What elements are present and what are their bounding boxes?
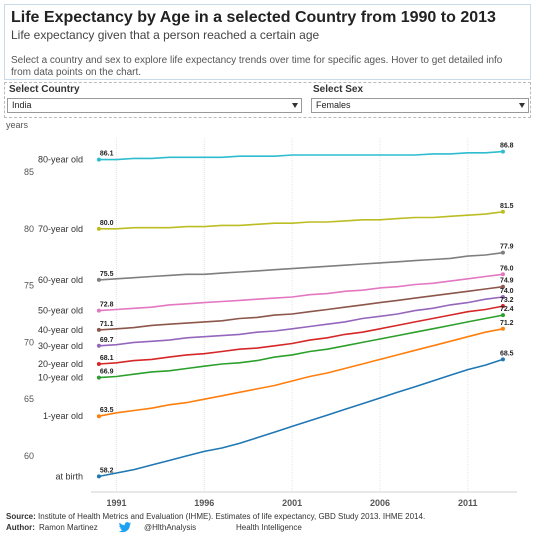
series-end-point	[500, 250, 505, 255]
x-tick-label: 1991	[106, 498, 126, 508]
series-start-point	[96, 361, 101, 366]
series-start-point	[96, 157, 101, 162]
series-name-label: 50-year old	[38, 306, 83, 316]
y-tick-label: 85	[24, 167, 34, 177]
series-end-point	[500, 209, 505, 214]
end-value-label: 81.5	[500, 203, 514, 210]
source-label: Source:	[6, 512, 36, 521]
sex-filter-label: Select Sex	[313, 84, 364, 95]
series-line	[98, 305, 504, 365]
source-text: Institute of Health Metrics and Evaluati…	[38, 512, 426, 521]
start-value-label: 63.5	[100, 407, 114, 414]
end-value-label: 72.4	[500, 306, 514, 313]
footer: Source: Institute of Health Metrics and …	[6, 511, 526, 533]
country-select[interactable]: India	[7, 98, 302, 113]
end-value-label: 77.9	[500, 244, 514, 251]
series-line	[98, 296, 503, 347]
source-line: Source: Institute of Health Metrics and …	[6, 511, 526, 522]
sex-filter: Select Sex Females	[311, 84, 529, 113]
y-tick-label: 65	[24, 394, 34, 404]
x-tick-label: 2011	[458, 498, 478, 508]
series-end-point	[500, 272, 505, 277]
country-filter-label: Select Country	[9, 84, 80, 95]
x-tick-label: 2006	[370, 498, 390, 508]
series-start-point	[96, 327, 101, 332]
author-line: Author: Ramon Martinez @HlthAnalysis Hea…	[6, 522, 526, 533]
page-description: Select a country and sex to explore life…	[11, 55, 503, 78]
life-expectancy-chart: years 1991 1996 2001 2006 2011 60 65 70 75 80 85 80…	[6, 120, 517, 508]
series-line	[98, 150, 503, 161]
end-value-label: 71.2	[500, 320, 514, 327]
series-name-label: 20-year old	[38, 359, 83, 369]
series-start-point	[96, 375, 101, 380]
country-select-value: India	[12, 100, 32, 110]
series-line	[98, 285, 504, 331]
series-start-point	[96, 414, 101, 419]
filter-panel: Select Country India Select Sex Females	[4, 82, 531, 118]
start-value-label: 68.1	[100, 355, 114, 362]
series-start-point	[96, 343, 101, 348]
author-label: Author:	[6, 523, 35, 532]
country-filter: Select Country India	[7, 84, 302, 113]
x-tick-label: 1996	[194, 498, 214, 508]
series-name-label: 30-year old	[38, 341, 83, 351]
series-name-label: 1-year old	[43, 411, 83, 421]
series-name-label: at birth	[55, 471, 83, 481]
y-tick-label: 75	[24, 281, 34, 291]
y-axis-title: years	[6, 120, 29, 130]
series-line	[98, 273, 503, 312]
end-value-label: 86.8	[500, 143, 514, 150]
series-end-point	[500, 313, 505, 318]
twitter-bird-icon[interactable]	[118, 522, 132, 533]
series-end-point	[500, 357, 505, 362]
end-value-label: 73.2	[500, 297, 514, 304]
series-start-point	[96, 474, 101, 479]
start-value-label: 80.0	[100, 220, 114, 227]
chevron-down-icon	[519, 103, 525, 108]
series-line	[98, 358, 504, 478]
organization-name: Health Intelligence	[236, 523, 302, 532]
sex-select[interactable]: Females	[311, 98, 529, 113]
end-value-label: 74.0	[500, 288, 514, 295]
series-line	[98, 251, 504, 281]
series-end-point	[500, 326, 505, 331]
y-tick-label: 60	[24, 451, 34, 461]
series-name-label: 60-year old	[38, 275, 83, 285]
end-value-label: 76.0	[500, 265, 514, 272]
header-panel: Life Expectancy by Age in a selected Cou…	[4, 4, 531, 80]
author-name: Ramon Martinez	[39, 523, 98, 532]
start-value-label: 58.2	[100, 467, 114, 474]
series-end-point	[500, 149, 505, 154]
sex-select-value: Females	[316, 100, 351, 110]
series-end-point	[500, 294, 505, 299]
series-start-point	[96, 308, 101, 313]
start-value-label: 86.1	[100, 151, 114, 158]
start-value-label: 66.9	[100, 369, 114, 376]
start-value-label: 75.5	[100, 271, 114, 278]
series-name-label: 80-year old	[38, 155, 83, 165]
series-name-label: 40-year old	[38, 325, 83, 335]
series-start-point	[96, 277, 101, 282]
series-line	[98, 328, 504, 417]
series-line	[98, 314, 504, 379]
start-value-label: 69.7	[100, 337, 114, 344]
start-value-label: 71.1	[100, 321, 114, 328]
series-start-point	[96, 226, 101, 231]
end-value-label: 74.9	[500, 278, 514, 285]
x-tick-label: 2001	[282, 498, 302, 508]
twitter-handle[interactable]: @HlthAnalysis	[144, 523, 197, 532]
y-tick-label: 70	[24, 337, 34, 347]
page-subtitle: Life expectancy given that a person reac…	[11, 28, 320, 42]
series-end-point	[500, 304, 505, 309]
start-value-label: 72.8	[100, 302, 114, 309]
chevron-down-icon	[292, 103, 298, 108]
end-value-label: 68.5	[500, 350, 514, 357]
series-name-label: 10-year old	[38, 373, 83, 383]
y-tick-label: 80	[24, 224, 34, 234]
series-name-label: 70-year old	[38, 224, 83, 234]
page-title: Life Expectancy by Age in a selected Cou…	[11, 9, 496, 26]
series-end-point	[500, 284, 505, 289]
series-line	[98, 211, 504, 230]
